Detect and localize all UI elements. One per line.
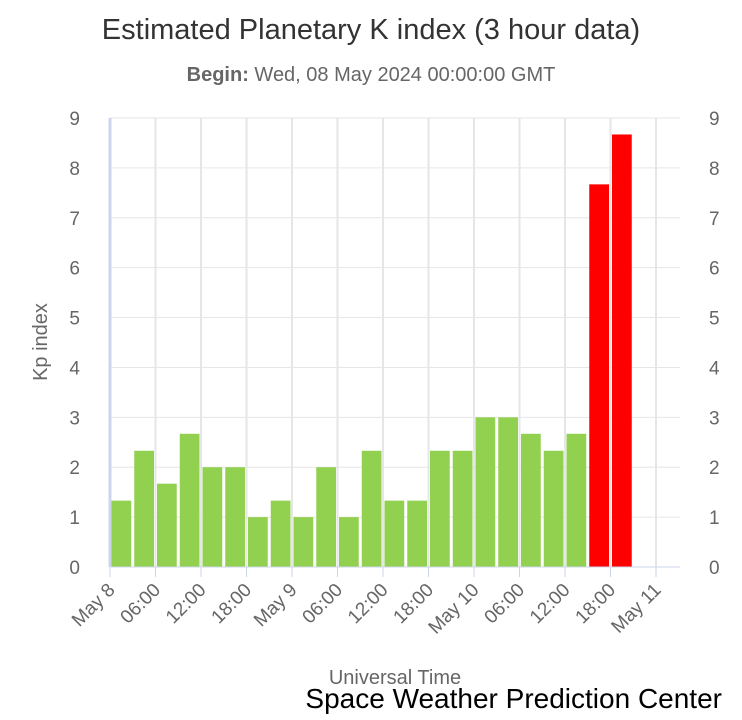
kp-bar xyxy=(452,450,473,567)
y-tick-label-left: 8 xyxy=(69,159,80,180)
x-tick-label: May 10 xyxy=(425,580,484,639)
x-tick-label: 12:00 xyxy=(344,580,392,628)
y-tick-label-left: 5 xyxy=(69,309,80,330)
y-tick-label-left: 7 xyxy=(69,209,80,230)
kp-bar xyxy=(566,433,587,567)
subtitle-label: Begin: xyxy=(186,64,249,86)
y-tick-label-right: 3 xyxy=(709,408,720,429)
kp-bar xyxy=(157,483,177,567)
kp-bar xyxy=(384,500,405,567)
y-tick-label-right: 0 xyxy=(709,558,720,579)
credit-text: Space Weather Prediction Center xyxy=(305,683,722,714)
kp-bar xyxy=(612,134,632,568)
x-tick-label: 06:00 xyxy=(299,580,347,628)
subtitle-begin-date: Wed, 08 May 2024 00:00:00 GMT xyxy=(254,64,556,86)
y-tick-label-right: 8 xyxy=(709,159,720,180)
kp-bar xyxy=(202,467,223,567)
kp-bar xyxy=(248,517,268,567)
kp-bar xyxy=(293,517,314,567)
kp-bar xyxy=(475,417,496,567)
kp-bar xyxy=(134,450,154,567)
grid-layer xyxy=(110,117,680,568)
kp-bar xyxy=(521,433,541,567)
kp-bar xyxy=(589,184,609,567)
chart-subtitle: Begin: Wed, 08 May 2024 00:00:00 GMT xyxy=(0,64,742,87)
y-tick-label-left: 9 xyxy=(69,109,80,130)
y-tick-label-right: 2 xyxy=(709,458,720,479)
y-tick-label-right: 4 xyxy=(709,358,720,379)
kp-bar xyxy=(111,500,132,567)
x-tick-label: 18:00 xyxy=(208,580,256,628)
kp-bar xyxy=(179,433,200,567)
y-tick-label-right: 7 xyxy=(709,209,720,230)
x-tick-label: May 8 xyxy=(68,580,119,631)
x-tick-label: May 11 xyxy=(608,580,666,638)
x-tick-label: 06:00 xyxy=(117,580,165,628)
kp-bar xyxy=(498,417,518,567)
y-tick-label-right: 5 xyxy=(709,309,720,330)
y-tick-label-left: 4 xyxy=(69,358,80,379)
y-tick-label-left: 6 xyxy=(69,259,80,280)
y-tick-label-left: 1 xyxy=(69,508,80,529)
kp-bar xyxy=(407,500,427,567)
kp-bar xyxy=(339,517,359,567)
y-tick-label-right: 9 xyxy=(709,109,720,130)
bars-layer xyxy=(111,134,632,568)
x-tick-label: 06:00 xyxy=(481,580,529,628)
y-tick-label-right: 1 xyxy=(709,508,720,529)
kp-bar xyxy=(316,467,336,567)
kp-bar xyxy=(270,500,291,567)
y-tick-label-left: 2 xyxy=(69,458,80,479)
chart-title: Estimated Planetary K index (3 hour data… xyxy=(101,14,641,46)
y-tick-label-left: 3 xyxy=(69,408,80,429)
y-tick-label-left: 0 xyxy=(69,558,80,579)
x-tick-label: 12:00 xyxy=(526,580,574,628)
kp-bar xyxy=(430,450,450,567)
x-tick-label: 12:00 xyxy=(162,580,210,628)
x-axis-title: Universal Time xyxy=(329,667,461,689)
y-axis-title: Kp index xyxy=(30,303,52,381)
kp-bar xyxy=(225,467,245,567)
kp-bar xyxy=(543,450,564,567)
x-tick-label: May 9 xyxy=(250,580,301,631)
y-tick-label-right: 6 xyxy=(709,259,720,280)
kp-bar xyxy=(361,450,382,567)
